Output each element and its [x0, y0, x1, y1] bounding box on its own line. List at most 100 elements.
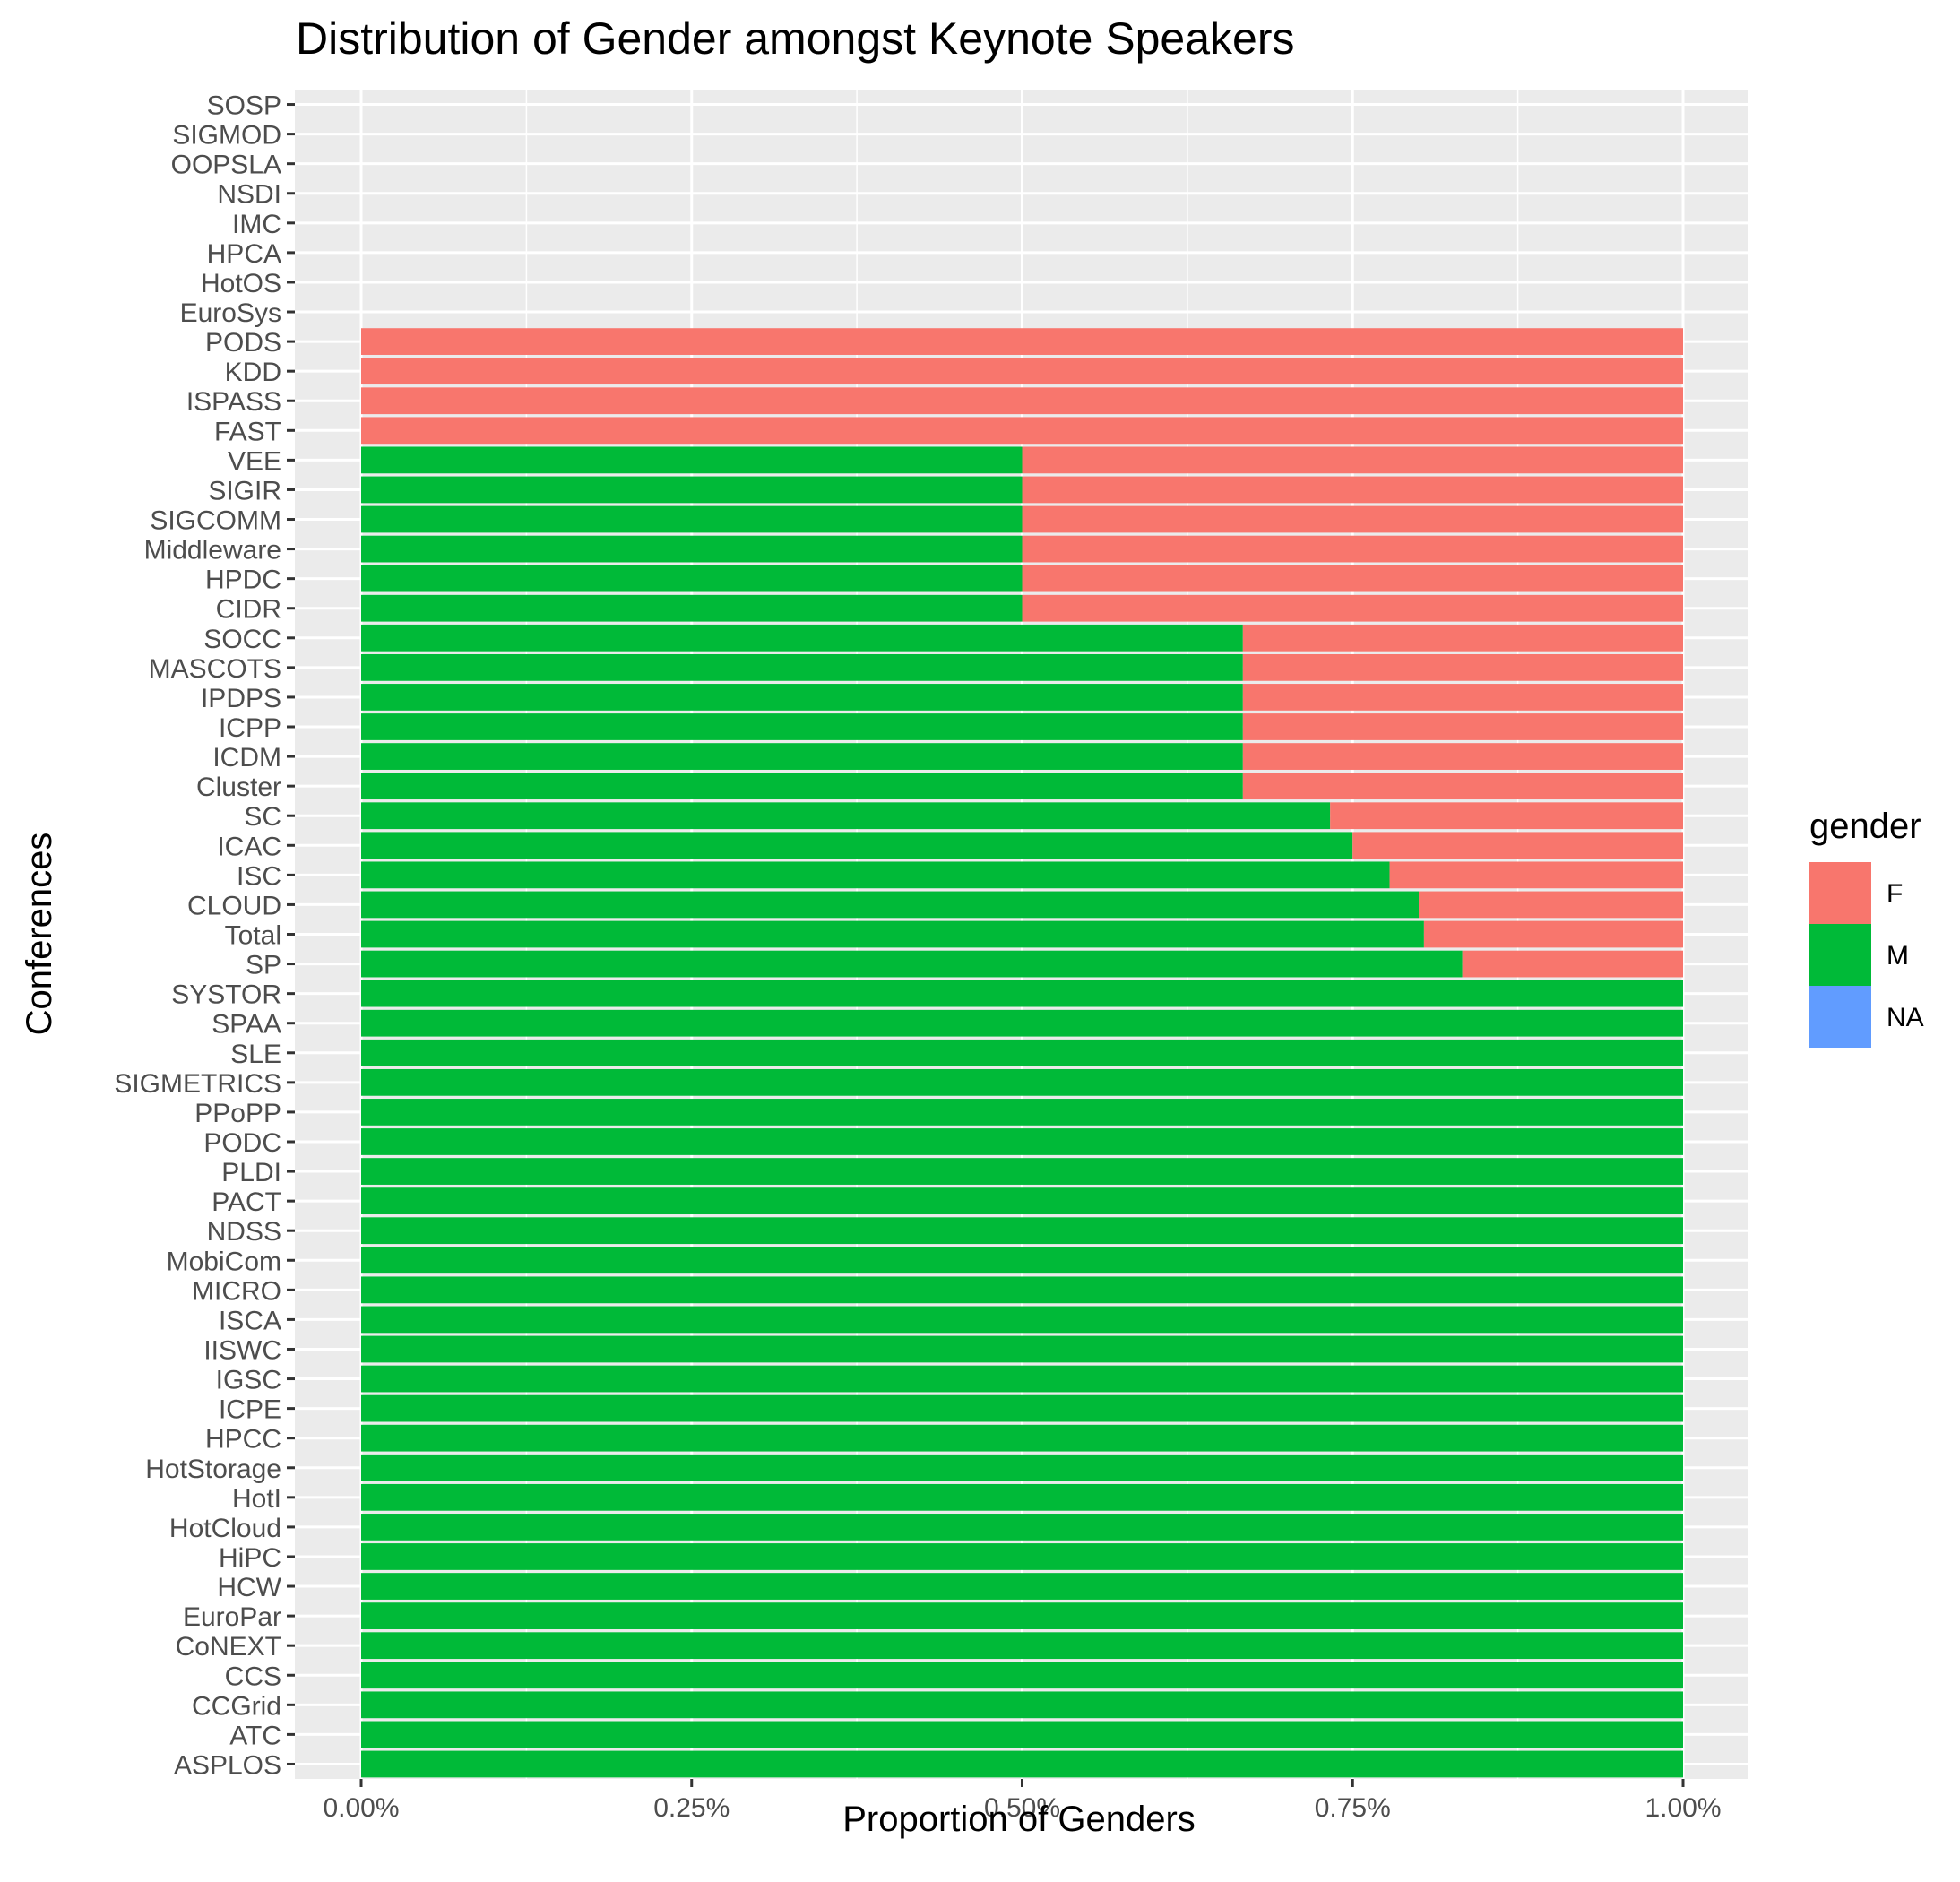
y-tick-label: VEE — [228, 446, 281, 476]
bar-M-PODC — [361, 1128, 1683, 1155]
y-tick-label: ISPASS — [186, 387, 281, 417]
x-tick-label: 0.00% — [323, 1793, 399, 1823]
y-tick-label: KDD — [225, 358, 281, 387]
y-tick-label: IGSC — [216, 1366, 281, 1395]
bar-F-HPDC — [1022, 565, 1683, 592]
bar-M-ICPP — [361, 713, 1243, 740]
bar-M-IISWC — [361, 1335, 1683, 1363]
legend-key-NA — [1809, 986, 1871, 1048]
bar-M-PPoPP — [361, 1099, 1683, 1126]
y-tick-label: NDSS — [207, 1217, 281, 1247]
x-tick-label: 0.50% — [984, 1793, 1060, 1823]
y-tick-label: HPCA — [207, 239, 281, 269]
bars — [361, 328, 1683, 1778]
y-tick-label: CCGrid — [192, 1691, 281, 1721]
x-tick-label: 0.25% — [653, 1793, 730, 1823]
y-tick-label: Total — [225, 921, 281, 951]
y-tick-label: HotCloud — [169, 1514, 281, 1543]
y-tick-label: HCW — [217, 1573, 281, 1602]
y-tick-label: SYSTOR — [171, 980, 281, 1010]
y-tick-label: SLE — [230, 1040, 281, 1069]
legend: gender F M NA — [1809, 807, 1924, 1048]
bar-M-SIGCOMM — [361, 505, 1023, 533]
y-tick-label: IMC — [232, 210, 281, 239]
bar-M-CoNEXT — [361, 1632, 1683, 1660]
bar-M-Total — [361, 920, 1424, 948]
bar-F-CLOUD — [1419, 891, 1683, 919]
bar-F-ICAC — [1352, 832, 1683, 859]
y-tick-label: IISWC — [203, 1335, 281, 1365]
chart-title: Distribution of Gender amongst Keynote S… — [296, 13, 1295, 64]
bar-M-SOCC — [361, 624, 1243, 652]
y-tick-label: ICPE — [219, 1395, 281, 1425]
bar-M-ATC — [361, 1721, 1683, 1748]
bar-F-IPDPS — [1242, 684, 1683, 711]
x-axis-title: Proportion of Genders — [842, 1800, 1196, 1839]
bar-M-PACT — [361, 1187, 1683, 1215]
bar-M-HiPC — [361, 1543, 1683, 1570]
bar-F-VEE — [1022, 446, 1683, 474]
bar-M-ISCA — [361, 1306, 1683, 1334]
y-tick-label: ISC — [237, 861, 281, 891]
bar-F-ICDM — [1242, 743, 1683, 770]
y-tick-label: Cluster — [196, 773, 281, 802]
bar-M-CCGrid — [361, 1691, 1683, 1719]
legend-label-F: F — [1887, 879, 1903, 909]
y-tick-label: SIGMETRICS — [114, 1069, 281, 1099]
bar-M-SP — [361, 950, 1463, 978]
y-tick-label: PODC — [203, 1128, 281, 1158]
bar-M-ASPLOS — [361, 1750, 1683, 1778]
bar-M-SLE — [361, 1039, 1683, 1066]
y-tick-label: ASPLOS — [174, 1750, 281, 1780]
y-tick-label: HiPC — [219, 1543, 281, 1573]
bar-F-ICPP — [1242, 713, 1683, 740]
y-tick-label: SC — [244, 802, 281, 832]
y-tick-label: PACT — [212, 1187, 281, 1217]
y-tick-label: SOSP — [207, 91, 281, 121]
bar-M-PLDI — [361, 1158, 1683, 1185]
bar-M-MobiCom — [361, 1247, 1683, 1274]
bar-M-NDSS — [361, 1217, 1683, 1245]
bar-M-SC — [361, 802, 1331, 830]
x-tick-label: 0.75% — [1315, 1793, 1391, 1823]
legend-key-F — [1809, 862, 1871, 924]
y-tick-label: IPDPS — [201, 684, 281, 713]
bar-M-SIGIR — [361, 476, 1023, 504]
y-tick-label: OOPSLA — [171, 151, 281, 180]
bar-M-VEE — [361, 446, 1023, 474]
y-tick-label: MICRO — [192, 1276, 281, 1306]
bar-M-SIGMETRICS — [361, 1068, 1683, 1096]
y-axis: SOSPSIGMODOOPSLANSDIIMCHPCAHotOSEuroSysP… — [114, 91, 295, 1780]
y-tick-label: FAST — [214, 417, 281, 446]
legend-title: gender — [1809, 807, 1921, 846]
y-tick-label: EuroPar — [183, 1602, 281, 1632]
bar-M-IPDPS — [361, 684, 1243, 711]
y-tick-label: PLDI — [221, 1158, 281, 1187]
y-tick-label: MASCOTS — [149, 654, 281, 684]
y-tick-label: SP — [246, 951, 281, 980]
y-tick-label: HotStorage — [145, 1455, 281, 1484]
bar-M-ICDM — [361, 743, 1243, 770]
bar-F-MASCOTS — [1242, 653, 1683, 681]
y-tick-label: CoNEXT — [176, 1632, 281, 1662]
legend-label-M: M — [1887, 941, 1909, 971]
bar-F-SIGCOMM — [1022, 505, 1683, 533]
y-tick-label: SPAA — [212, 1010, 281, 1040]
y-tick-label: CIDR — [216, 595, 281, 625]
y-tick-label: CCS — [225, 1662, 281, 1691]
y-tick-label: ISCA — [219, 1306, 281, 1335]
bar-F-KDD — [361, 358, 1683, 385]
bar-F-ISPASS — [361, 387, 1683, 415]
y-tick-label: ICPP — [219, 713, 281, 743]
bar-M-IGSC — [361, 1365, 1683, 1393]
bar-M-EuroPar — [361, 1602, 1683, 1629]
bar-M-HCW — [361, 1573, 1683, 1600]
bar-F-Middleware — [1022, 535, 1683, 563]
x-axis: 0.00% 0.25% 0.50% 0.75% 1.00% — [323, 1779, 1722, 1823]
y-tick-label: EuroSys — [180, 298, 281, 328]
y-tick-label: SIGIR — [208, 476, 281, 505]
y-tick-label: ATC — [229, 1721, 281, 1750]
bar-F-SIGIR — [1022, 476, 1683, 504]
bar-M-CIDR — [361, 594, 1023, 622]
